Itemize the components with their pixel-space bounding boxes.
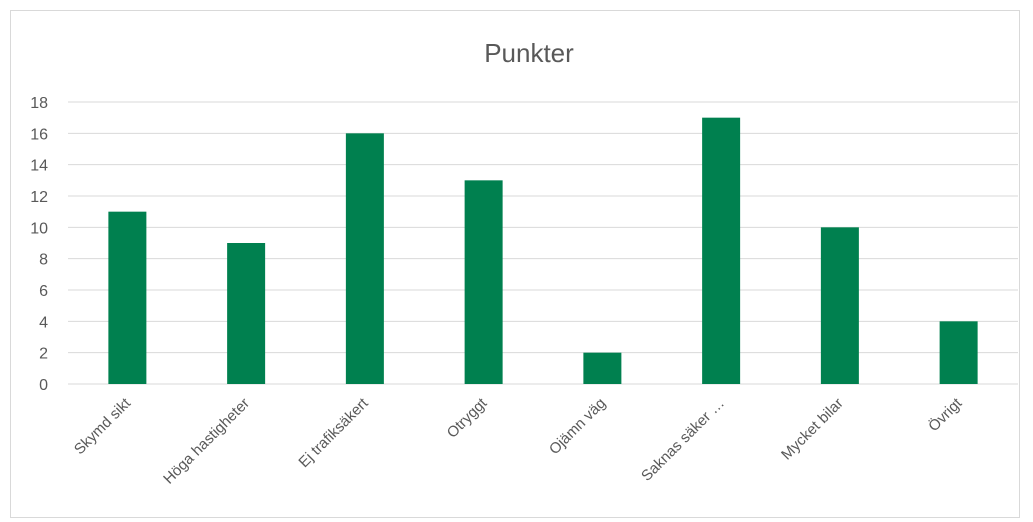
y-tick-label: 14 [30,158,48,175]
bar [227,243,266,384]
bar [464,180,503,384]
y-tick-label: 8 [39,252,48,269]
y-tick-label: 18 [30,95,48,112]
x-category-label: Ojämn väg [546,395,609,458]
y-tick-label: 12 [30,189,48,206]
y-tick-label: 4 [39,314,48,331]
x-category-label: Höga hastigheter [160,395,253,488]
y-tick-label: 6 [39,283,48,300]
y-tick-label: 2 [39,346,48,363]
x-category-label: Skymd sikt [71,394,135,458]
grid-lines [68,101,1018,385]
bar [108,211,147,384]
x-category-label: Otryggt [444,394,491,441]
x-category-label: Ej trafiksäkert [295,394,372,471]
bar [345,133,384,384]
x-category-label: Mycket bilar [778,395,847,464]
bar [702,117,741,385]
y-tick-label: 0 [39,377,48,394]
bar [583,352,622,384]
bars [108,117,978,385]
y-tick-label: 16 [30,126,48,143]
x-category-label: Övrigt [924,394,966,436]
y-axis-ticks: 0 2 4 6 8 10 12 14 16 18 [30,95,48,394]
bar [939,321,978,384]
x-axis-labels: Skymd sikt Höga hastigheter Ej trafiksäker… [71,394,966,488]
chart-title: Punkter [484,38,574,68]
bar [820,227,859,384]
y-tick-label: 10 [30,220,48,237]
x-category-label: Saknas säker … [638,395,728,485]
